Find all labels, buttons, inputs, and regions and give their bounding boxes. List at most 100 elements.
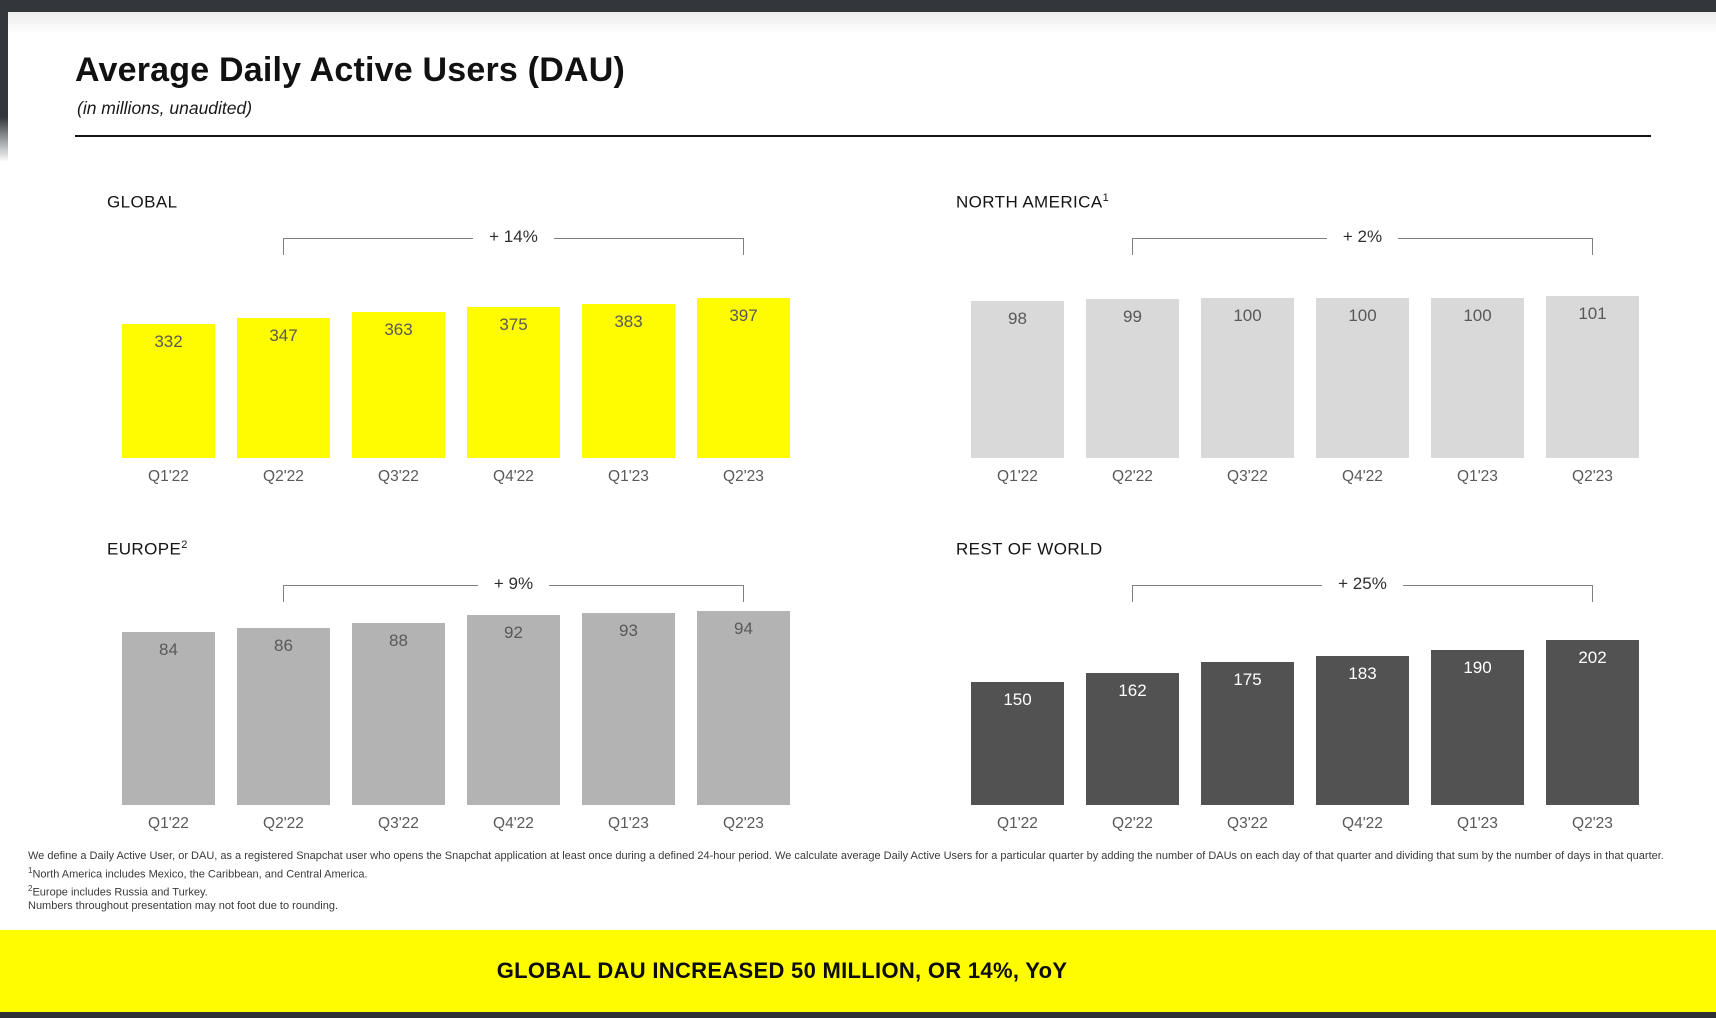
- category-label: Q2'23: [1572, 468, 1613, 485]
- rest-of-world-bar-q3-22: 175: [1201, 662, 1294, 805]
- growth-label: + 9%: [493, 574, 534, 593]
- chart-title-rest-of-world: REST OF WORLD: [956, 539, 1103, 560]
- chart-title-europe: EUROPE2: [107, 539, 188, 560]
- bars-global: 332 347 363 375 383 397: [122, 298, 790, 458]
- growth-bracket: + 25%: [1132, 574, 1593, 602]
- north-america-bar-q3-22: 100: [1201, 298, 1294, 458]
- bar-value-label: 383: [614, 312, 643, 331]
- category-label: Q1'22: [997, 468, 1038, 485]
- category-label: Q1'23: [608, 815, 649, 832]
- bar-value-label: 183: [1348, 664, 1377, 683]
- footnote-line: We define a Daily Active User, or DAU, a…: [28, 850, 1664, 862]
- bar-value-label: 100: [1233, 306, 1262, 325]
- bar-value-label: 100: [1348, 306, 1377, 325]
- bar-value-label: 98: [1008, 309, 1027, 328]
- category-label: Q1'23: [1457, 815, 1498, 832]
- growth-bracket: + 9%: [283, 574, 745, 602]
- global-bar-q3-22: 363: [352, 312, 445, 458]
- category-label: Q4'22: [1342, 815, 1383, 832]
- highlight-banner: GLOBAL DAU INCREASED 50 MILLION, OR 14%,…: [0, 930, 1716, 1012]
- global-bar-q1-23: 383: [582, 304, 675, 458]
- bracket-line-right: [549, 585, 745, 602]
- category-label: Q4'22: [493, 815, 534, 832]
- window-chrome-shadow: [0, 12, 1716, 34]
- bar-value-label: 332: [154, 332, 183, 351]
- window-chrome-bottom: [0, 1012, 1716, 1018]
- europe-bar-q2-22: 86: [237, 628, 330, 805]
- bar-value-label: 202: [1578, 648, 1607, 667]
- category-label: Q1'22: [148, 815, 189, 832]
- bar-value-label: 375: [499, 315, 528, 334]
- category-label: Q2'22: [263, 468, 304, 485]
- bar-value-label: 94: [734, 619, 753, 638]
- bars-europe: 84 86 88 92 93 94: [122, 611, 790, 805]
- bar-value-label: 88: [389, 631, 408, 650]
- bars-rest-of-world: 150 162 175 183 190 202: [971, 640, 1639, 805]
- bar-value-label: 175: [1233, 670, 1262, 689]
- footnote-line: 1North America includes Mexico, the Cari…: [28, 865, 368, 881]
- category-label: Q1'22: [148, 468, 189, 485]
- rest-of-world-bar-q4-22: 183: [1316, 656, 1409, 805]
- growth-label: + 14%: [489, 227, 538, 246]
- category-label: Q2'23: [1572, 815, 1613, 832]
- category-label: Q2'23: [723, 815, 764, 832]
- chart-north-america: NORTH AMERICA1 + 2% 98 99 100 100 100 101 Q1'…: [956, 190, 1656, 490]
- bracket-line-left: [1132, 585, 1323, 602]
- bar-value-label: 347: [269, 326, 298, 345]
- global-bar-q1-22: 332: [122, 324, 215, 458]
- bar-value-label: 150: [1003, 690, 1032, 709]
- category-label: Q2'22: [1112, 815, 1153, 832]
- window-chrome-top: [0, 0, 1716, 12]
- rest-of-world-bar-q1-22: 150: [971, 682, 1064, 805]
- growth-label: + 2%: [1342, 227, 1383, 246]
- growth-label: + 25%: [1338, 574, 1387, 593]
- category-labels: Q1'22 Q2'22 Q3'22 Q4'22 Q1'23 Q2'23: [122, 468, 790, 486]
- category-label: Q2'22: [263, 815, 304, 832]
- bracket-line-right: [1402, 585, 1593, 602]
- footnote-superscript: 2: [28, 883, 33, 893]
- chart-title-global: GLOBAL: [107, 192, 177, 213]
- footnotes: We define a Daily Active User, or DAU, a…: [28, 850, 1700, 913]
- banner-text: GLOBAL DAU INCREASED 50 MILLION, OR 14%,…: [496, 958, 1068, 983]
- bracket-line-left: [283, 238, 474, 255]
- category-label: Q1'23: [1457, 468, 1498, 485]
- bar-value-label: 100: [1463, 306, 1492, 325]
- category-label: Q4'22: [493, 468, 534, 485]
- europe-bar-q1-23: 93: [582, 613, 675, 805]
- rest-of-world-bar-q2-23: 202: [1546, 640, 1639, 805]
- category-label: Q2'23: [723, 468, 764, 485]
- bracket-line-left: [1132, 238, 1327, 255]
- category-label: Q4'22: [1342, 468, 1383, 485]
- bar-value-label: 93: [619, 621, 638, 640]
- bars-north-america: 98 99 100 100 100 101: [971, 296, 1639, 458]
- chart-title-superscript: 1: [1102, 192, 1110, 204]
- europe-bar-q4-22: 92: [467, 615, 560, 805]
- category-label: Q3'22: [1227, 468, 1268, 485]
- growth-bracket: + 14%: [283, 227, 744, 255]
- title-divider: [75, 135, 1651, 137]
- north-america-bar-q1-23: 100: [1431, 298, 1524, 458]
- category-label: Q3'22: [378, 468, 419, 485]
- rest-of-world-bar-q1-23: 190: [1431, 650, 1524, 805]
- global-bar-q2-23: 397: [697, 298, 790, 458]
- global-bar-q4-22: 375: [467, 307, 560, 458]
- chart-title-north-america: NORTH AMERICA1: [956, 192, 1109, 213]
- chart-rest-of-world: REST OF WORLD + 25% 150 162 175 183 190 202 Q…: [956, 537, 1656, 837]
- page-title: Average Daily Active Users (DAU): [75, 51, 625, 89]
- north-america-bar-q2-23: 101: [1546, 296, 1639, 458]
- north-america-bar-q1-22: 98: [971, 301, 1064, 458]
- chart-europe: EUROPE2 + 9% 84 86 88 92 93 94 Q1'22 Q2'22 Q3'2…: [107, 537, 807, 837]
- europe-bar-q3-22: 88: [352, 623, 445, 805]
- footnote-line: Numbers throughout presentation may not …: [28, 899, 339, 912]
- category-labels: Q1'22 Q2'22 Q3'22 Q4'22 Q1'23 Q2'23: [122, 815, 790, 833]
- bar-value-label: 190: [1463, 658, 1492, 677]
- footnote-line: 2Europe includes Russia and Turkey.: [28, 883, 208, 899]
- north-america-bar-q2-22: 99: [1086, 299, 1179, 458]
- bracket-line-right: [1398, 238, 1594, 255]
- category-labels: Q1'22 Q2'22 Q3'22 Q4'22 Q1'23 Q2'23: [971, 815, 1639, 833]
- europe-bar-q2-23: 94: [697, 611, 790, 805]
- north-america-bar-q4-22: 100: [1316, 298, 1409, 458]
- category-label: Q1'22: [997, 815, 1038, 832]
- chart-title-text: REST OF WORLD: [956, 539, 1103, 559]
